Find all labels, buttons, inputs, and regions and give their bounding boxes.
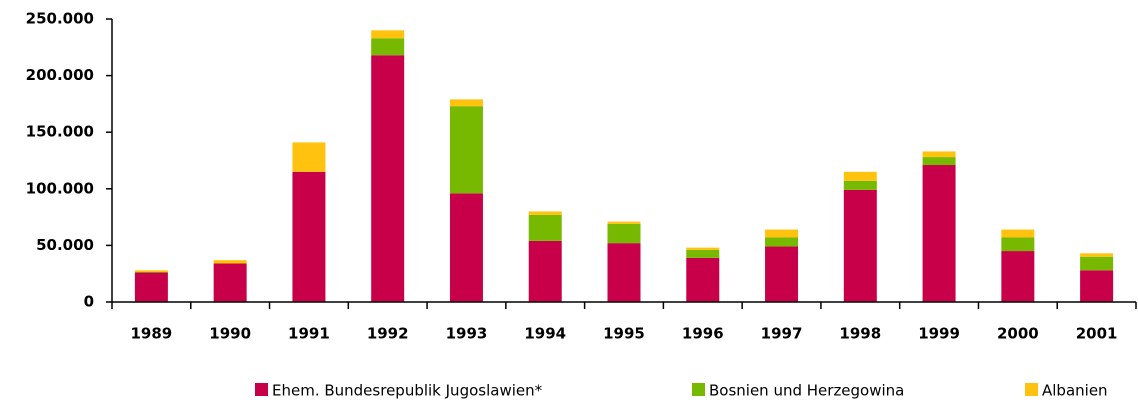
x-tick-label: 1991 [288,325,330,343]
bar-segment [843,180,877,190]
bar-segment [1001,229,1035,238]
y-tick-label: 50.000 [36,236,94,254]
bar-segment [686,249,720,258]
x-tick-label: 1992 [367,325,409,343]
x-tick-label: 1993 [446,325,488,343]
legend-swatch [255,383,268,396]
bar-segment [213,263,247,302]
bar-segment [843,171,877,181]
legend-label: Ehem. Bundesrepublik Jugoslawien* [272,382,543,400]
x-tick-label: 1997 [761,325,803,343]
legend-label: Albanien [1042,382,1108,400]
bar-segment [134,270,168,273]
x-tick-label: 1995 [603,325,645,343]
x-tick-label: 1998 [839,325,881,343]
bar-segment [607,243,641,302]
bar-segment [1001,237,1035,252]
bar-segment [607,223,641,244]
bar-segment [1080,256,1114,271]
y-tick-label: 250.000 [26,10,94,28]
x-tick-label: 1996 [682,325,724,343]
x-tick-label: 2000 [997,325,1039,343]
bar-segment [765,246,799,302]
bar-segment [528,240,562,302]
bar-segment [922,157,956,166]
bar-segment [1080,253,1114,257]
bar-segment [765,237,799,247]
bar-segment [843,189,877,302]
bar-segment [528,211,562,215]
bar-segment [686,257,720,302]
bar-segment [134,272,168,302]
bar-segment [1080,270,1114,302]
y-tick-label: 0 [84,293,94,311]
y-tick-label: 150.000 [26,123,94,141]
bar-segment [292,142,326,172]
bar-segment [449,193,483,302]
bar-segment [528,214,562,241]
legend-swatch [692,383,705,396]
bar-segment [686,247,720,250]
x-tick-label: 1994 [524,325,566,343]
bar-segment [922,151,956,158]
bar-segment [371,30,405,39]
y-tick-label: 200.000 [26,66,94,84]
legend-swatch [1025,383,1038,396]
bar-segment [371,55,405,302]
x-tick-label: 2001 [1076,325,1118,343]
legend-label: Bosnien und Herzegowina [709,382,904,400]
bar-segment [765,229,799,238]
y-tick-label: 100.000 [26,179,94,197]
bar-segment [213,260,247,264]
bar-segment [292,171,326,302]
bar-segment [922,165,956,302]
bar-segment [449,99,483,107]
x-tick-label: 1999 [918,325,960,343]
bar-segment [134,272,168,273]
bar-segment [449,106,483,194]
bar-segment [1001,251,1035,302]
bar-segment [371,38,405,56]
x-tick-label: 1990 [209,325,251,343]
x-tick-label: 1989 [131,325,173,343]
bar-segment [607,221,641,224]
